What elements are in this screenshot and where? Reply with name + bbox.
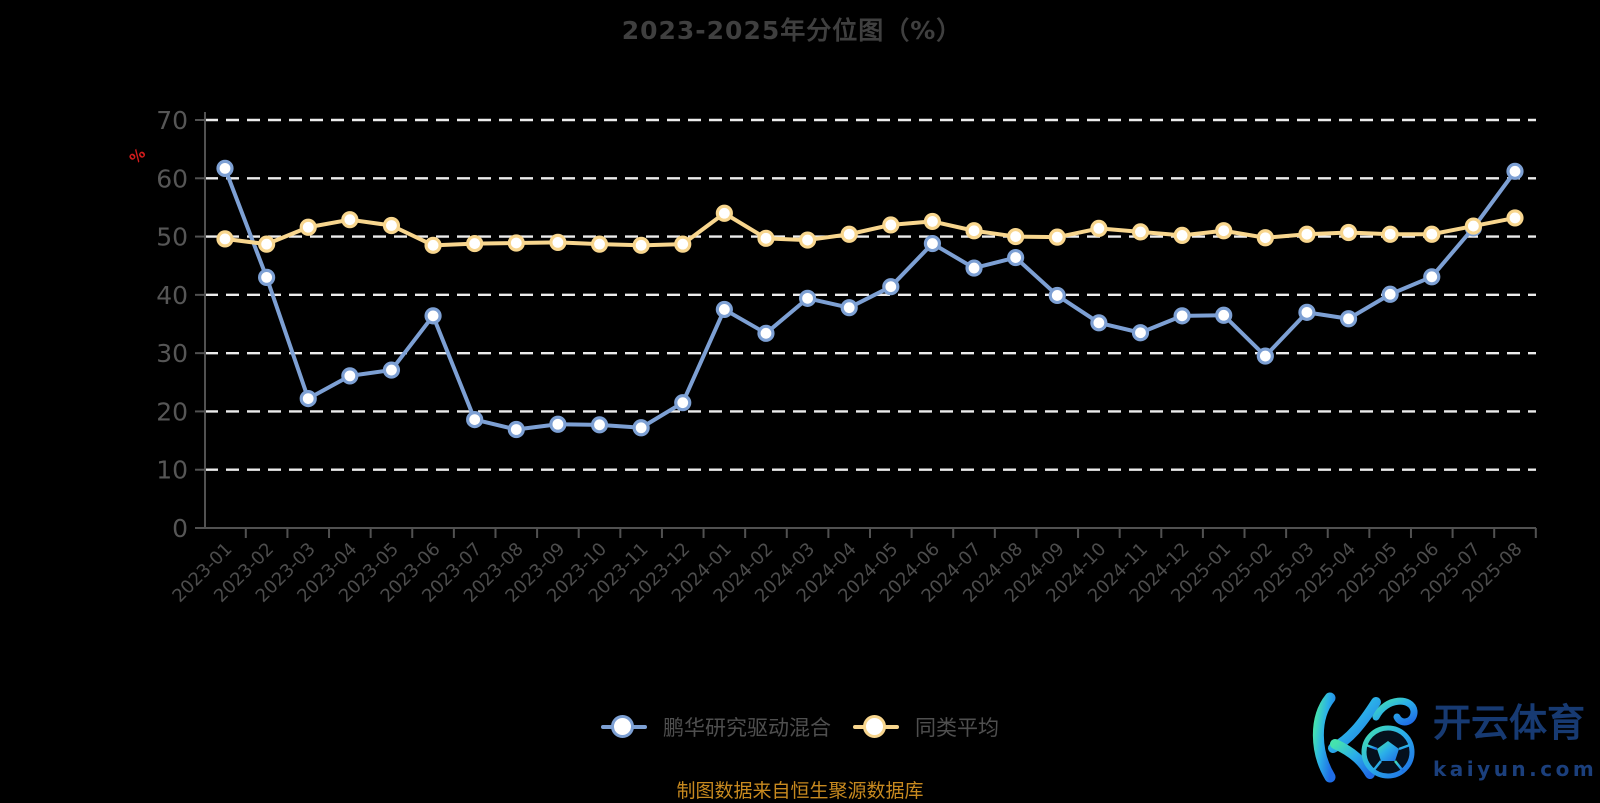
data-point[interactable] <box>424 236 442 254</box>
data-point[interactable] <box>1173 307 1191 325</box>
y-axis-label: 0 <box>172 514 188 543</box>
data-point[interactable] <box>757 324 775 342</box>
data-point[interactable] <box>1339 223 1358 242</box>
watermark-domain-text: kaiyun.com <box>1433 757 1595 781</box>
data-point[interactable] <box>840 299 858 317</box>
data-point[interactable] <box>632 419 650 437</box>
data-point[interactable] <box>466 410 484 429</box>
data-point[interactable] <box>1298 225 1316 243</box>
data-point[interactable] <box>1506 209 1524 227</box>
data-point[interactable] <box>1339 310 1358 328</box>
data-point[interactable] <box>382 361 401 379</box>
data-point[interactable] <box>1048 286 1066 305</box>
y-axis-label: 30 <box>156 339 188 368</box>
kaiyun-watermark-logo: 开云体育 kaiyun.com <box>1312 692 1595 783</box>
data-point[interactable] <box>923 234 942 253</box>
y-axis-label: 70 <box>156 106 188 135</box>
data-point[interactable] <box>216 230 234 248</box>
data-point[interactable] <box>590 416 609 434</box>
data-point[interactable] <box>507 420 525 439</box>
data-source-note: 制图数据来自恒生聚源数据库 <box>676 780 924 802</box>
data-point[interactable] <box>1090 219 1108 238</box>
data-point[interactable] <box>715 204 733 222</box>
data-point[interactable] <box>1090 314 1108 332</box>
line-marker-icon <box>853 714 899 740</box>
data-point[interactable] <box>1131 324 1150 342</box>
line-marker-icon <box>601 714 647 740</box>
data-point[interactable] <box>341 211 359 229</box>
series-line-0 <box>223 167 1517 432</box>
data-point[interactable] <box>1256 347 1274 365</box>
data-point[interactable] <box>1007 248 1025 267</box>
legend-label-peer-average: 同类平均 <box>915 716 999 740</box>
series-line-1 <box>224 211 1516 248</box>
data-point[interactable] <box>1215 222 1233 240</box>
data-point[interactable] <box>1215 306 1233 324</box>
data-point[interactable] <box>507 234 525 252</box>
data-point[interactable] <box>341 367 359 385</box>
data-point[interactable] <box>840 225 858 243</box>
data-point[interactable] <box>1048 228 1066 246</box>
data-point[interactable] <box>1423 268 1441 286</box>
data-point[interactable] <box>549 233 567 251</box>
y-axis-label: 20 <box>156 397 188 426</box>
legend-item-fund[interactable]: 鹏华研究驱动混合 <box>601 712 831 742</box>
data-point[interactable] <box>1506 162 1524 180</box>
data-point[interactable] <box>1298 303 1316 321</box>
legend-label-fund: 鹏华研究驱动混合 <box>663 716 831 740</box>
y-axis-label: 60 <box>156 164 188 193</box>
watermark-cn-text: 开云体育 <box>1433 701 1585 745</box>
data-point[interactable] <box>299 218 317 236</box>
y-axis-label: 50 <box>156 223 188 252</box>
data-point[interactable] <box>258 268 276 286</box>
data-point[interactable] <box>1381 225 1399 243</box>
data-point[interactable] <box>882 216 900 234</box>
data-point[interactable] <box>1464 217 1482 235</box>
data-point[interactable] <box>965 222 983 240</box>
data-point[interactable] <box>674 394 692 412</box>
data-point[interactable] <box>1131 223 1150 241</box>
soccer-ball-icon <box>1361 725 1415 779</box>
data-point[interactable] <box>1423 225 1441 243</box>
data-point[interactable] <box>882 278 900 296</box>
data-point[interactable] <box>798 231 817 249</box>
data-point[interactable] <box>798 289 817 307</box>
kaiyun-k-icon <box>1312 692 1418 783</box>
y-axis-label: 40 <box>156 281 188 310</box>
legend-item-peer-average[interactable]: 同类平均 <box>853 712 999 742</box>
data-point[interactable] <box>1173 226 1191 245</box>
data-point[interactable] <box>590 235 609 253</box>
data-point[interactable] <box>674 235 692 253</box>
data-point[interactable] <box>923 212 942 231</box>
data-point[interactable] <box>258 235 276 253</box>
data-point[interactable] <box>424 307 442 325</box>
data-point[interactable] <box>1256 229 1274 247</box>
data-point[interactable] <box>965 259 983 277</box>
data-point[interactable] <box>632 236 650 254</box>
data-point[interactable] <box>466 234 484 253</box>
legend: 鹏华研究驱动混合 同类平均 <box>0 712 1600 742</box>
data-point[interactable] <box>549 415 567 433</box>
data-point[interactable] <box>1007 227 1025 246</box>
data-point[interactable] <box>757 229 775 247</box>
y-axis-label: 10 <box>156 456 188 485</box>
data-point[interactable] <box>1381 285 1399 303</box>
chart-title: 2023-2025年分位图（%） <box>621 16 963 45</box>
data-point[interactable] <box>382 216 401 235</box>
data-point[interactable] <box>299 390 317 408</box>
data-point[interactable] <box>715 300 733 319</box>
data-point[interactable] <box>216 159 234 177</box>
